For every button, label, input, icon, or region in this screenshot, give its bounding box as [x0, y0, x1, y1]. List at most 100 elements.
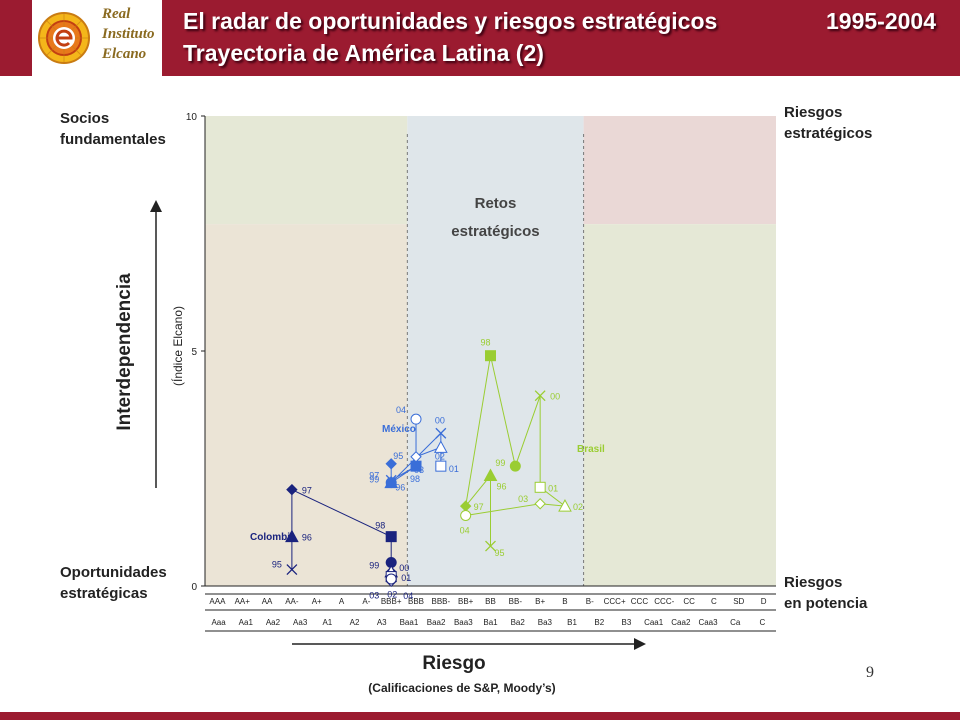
data-point: [485, 350, 496, 362]
corner-bottom-right-line1: Riesgos: [784, 574, 843, 591]
moodys-rating-label: B1: [567, 618, 577, 627]
zone-oportunidades: [205, 224, 408, 586]
x-axis-subtitle: (Calificaciones de S&P, Moody’s): [368, 681, 555, 695]
page-number: 9: [866, 664, 874, 681]
data-point-shape: [435, 427, 447, 439]
series-line: [464, 355, 567, 547]
moodys-rating-label: Aaa: [211, 618, 226, 627]
data-point-shape: [534, 498, 546, 510]
data-point: [385, 477, 397, 489]
data-point-shape: [385, 458, 397, 470]
series-méxico: [384, 413, 448, 489]
y-axis-subtitle: (Índice Elcano): [170, 306, 185, 386]
moodys-rating-label: Ba3: [538, 618, 553, 627]
sp-rating-label: CCC+: [604, 597, 626, 606]
y-tick-label: 10: [186, 112, 198, 123]
data-point-shape: [434, 440, 448, 453]
moodys-rating-label: Ba1: [483, 618, 498, 627]
zone-riesgos-potencia: [583, 224, 776, 586]
sp-rating-label: SD: [733, 597, 744, 606]
data-point-shape: [286, 483, 298, 496]
corner-bottom-right: Riesgos en potencia: [784, 572, 867, 614]
moodys-rating-label: Caa1: [644, 618, 664, 627]
data-point-shape: [483, 468, 498, 482]
corner-top-left: Socios fundamentales: [60, 108, 166, 150]
point-label: 01: [548, 483, 558, 493]
elcano-logo-icon: [38, 12, 90, 64]
zone-label-estrategicos: estratégicos: [451, 223, 539, 240]
data-point: [558, 499, 572, 512]
moodys-rating-label: Aa3: [293, 618, 308, 627]
data-point-shape: [460, 510, 472, 521]
sp-rating-label: AA+: [235, 597, 251, 606]
point-label: 99: [369, 475, 379, 485]
data-point: [434, 440, 448, 453]
sp-rating-label: BBB+: [381, 597, 402, 606]
moodys-rating-label: Ca: [730, 618, 741, 627]
sp-rating-label: BB: [485, 597, 496, 606]
data-point: [435, 427, 447, 439]
sp-rating-label: BB+: [458, 597, 474, 606]
data-point-shape: [485, 350, 496, 362]
moodys-rating-label: A3: [377, 618, 387, 627]
data-point: [286, 564, 298, 576]
data-point: [410, 451, 422, 463]
zone-label-retos: Retos: [475, 195, 517, 212]
sp-rating-label: AA: [262, 597, 273, 606]
point-label: 98: [481, 338, 491, 348]
logo: Real Instituto Elcano: [32, 0, 162, 76]
point-label: 95: [393, 451, 403, 461]
moodys-rating-label: C: [760, 618, 766, 627]
zone-socios: [205, 116, 408, 225]
sp-rating-label: B+: [535, 597, 545, 606]
data-point: [509, 460, 521, 472]
x-axis-title: Riesgo: [422, 653, 485, 674]
point-label: 01: [401, 573, 411, 583]
data-point: [485, 540, 496, 552]
point-label: 96: [302, 533, 312, 543]
point-label: 95: [272, 560, 282, 570]
logo-line-2: Instituto: [102, 26, 155, 42]
y-tick-label: 0: [191, 582, 197, 593]
point-label: 95: [495, 548, 505, 558]
sp-rating-label: BBB: [408, 597, 424, 606]
sp-rating-label: BB-: [509, 597, 523, 606]
sp-rating-label: B: [562, 597, 567, 606]
data-point-shape: [558, 499, 572, 512]
y-tick-label: 5: [191, 347, 197, 358]
data-point-shape: [410, 451, 422, 463]
corner-bottom-right-line2: en potencia: [784, 595, 868, 612]
series-brasil: [459, 350, 572, 552]
sp-rating-label: B-: [586, 597, 594, 606]
data-point-shape: [385, 531, 397, 543]
point-label: 97: [474, 502, 484, 512]
data-point: [534, 390, 546, 402]
data-point: [385, 573, 397, 585]
moodys-rating-label: Ba2: [511, 618, 526, 627]
sp-rating-label: AA-: [285, 597, 299, 606]
point-label: 99: [495, 458, 505, 468]
sp-rating-label: A+: [312, 597, 322, 606]
point-label: 99: [369, 561, 379, 571]
data-point-shape: [485, 540, 496, 552]
data-point: [460, 510, 472, 521]
point-label: 04: [403, 591, 413, 601]
point-label: 01: [449, 464, 459, 474]
moodys-rating-label: Baa2: [427, 618, 446, 627]
point-label: 00: [435, 415, 445, 425]
data-point: [285, 529, 299, 543]
point-label: 96: [497, 482, 507, 492]
point-label: 03: [414, 465, 424, 475]
zone-riesgos-estrategicos: [583, 116, 776, 225]
series-name-label: Brasil: [577, 444, 605, 455]
data-point-shape: [534, 481, 546, 493]
moodys-rating-label: B2: [594, 618, 604, 627]
moodys-rating-label: Caa3: [698, 618, 718, 627]
point-label: 03: [369, 591, 379, 601]
moodys-rating-label: Aa2: [266, 618, 281, 627]
data-point-shape: [286, 564, 298, 576]
moodys-rating-label: A1: [322, 618, 332, 627]
point-label: 00: [550, 392, 560, 402]
corner-bottom-left-line1: Oportunidades: [60, 564, 167, 581]
